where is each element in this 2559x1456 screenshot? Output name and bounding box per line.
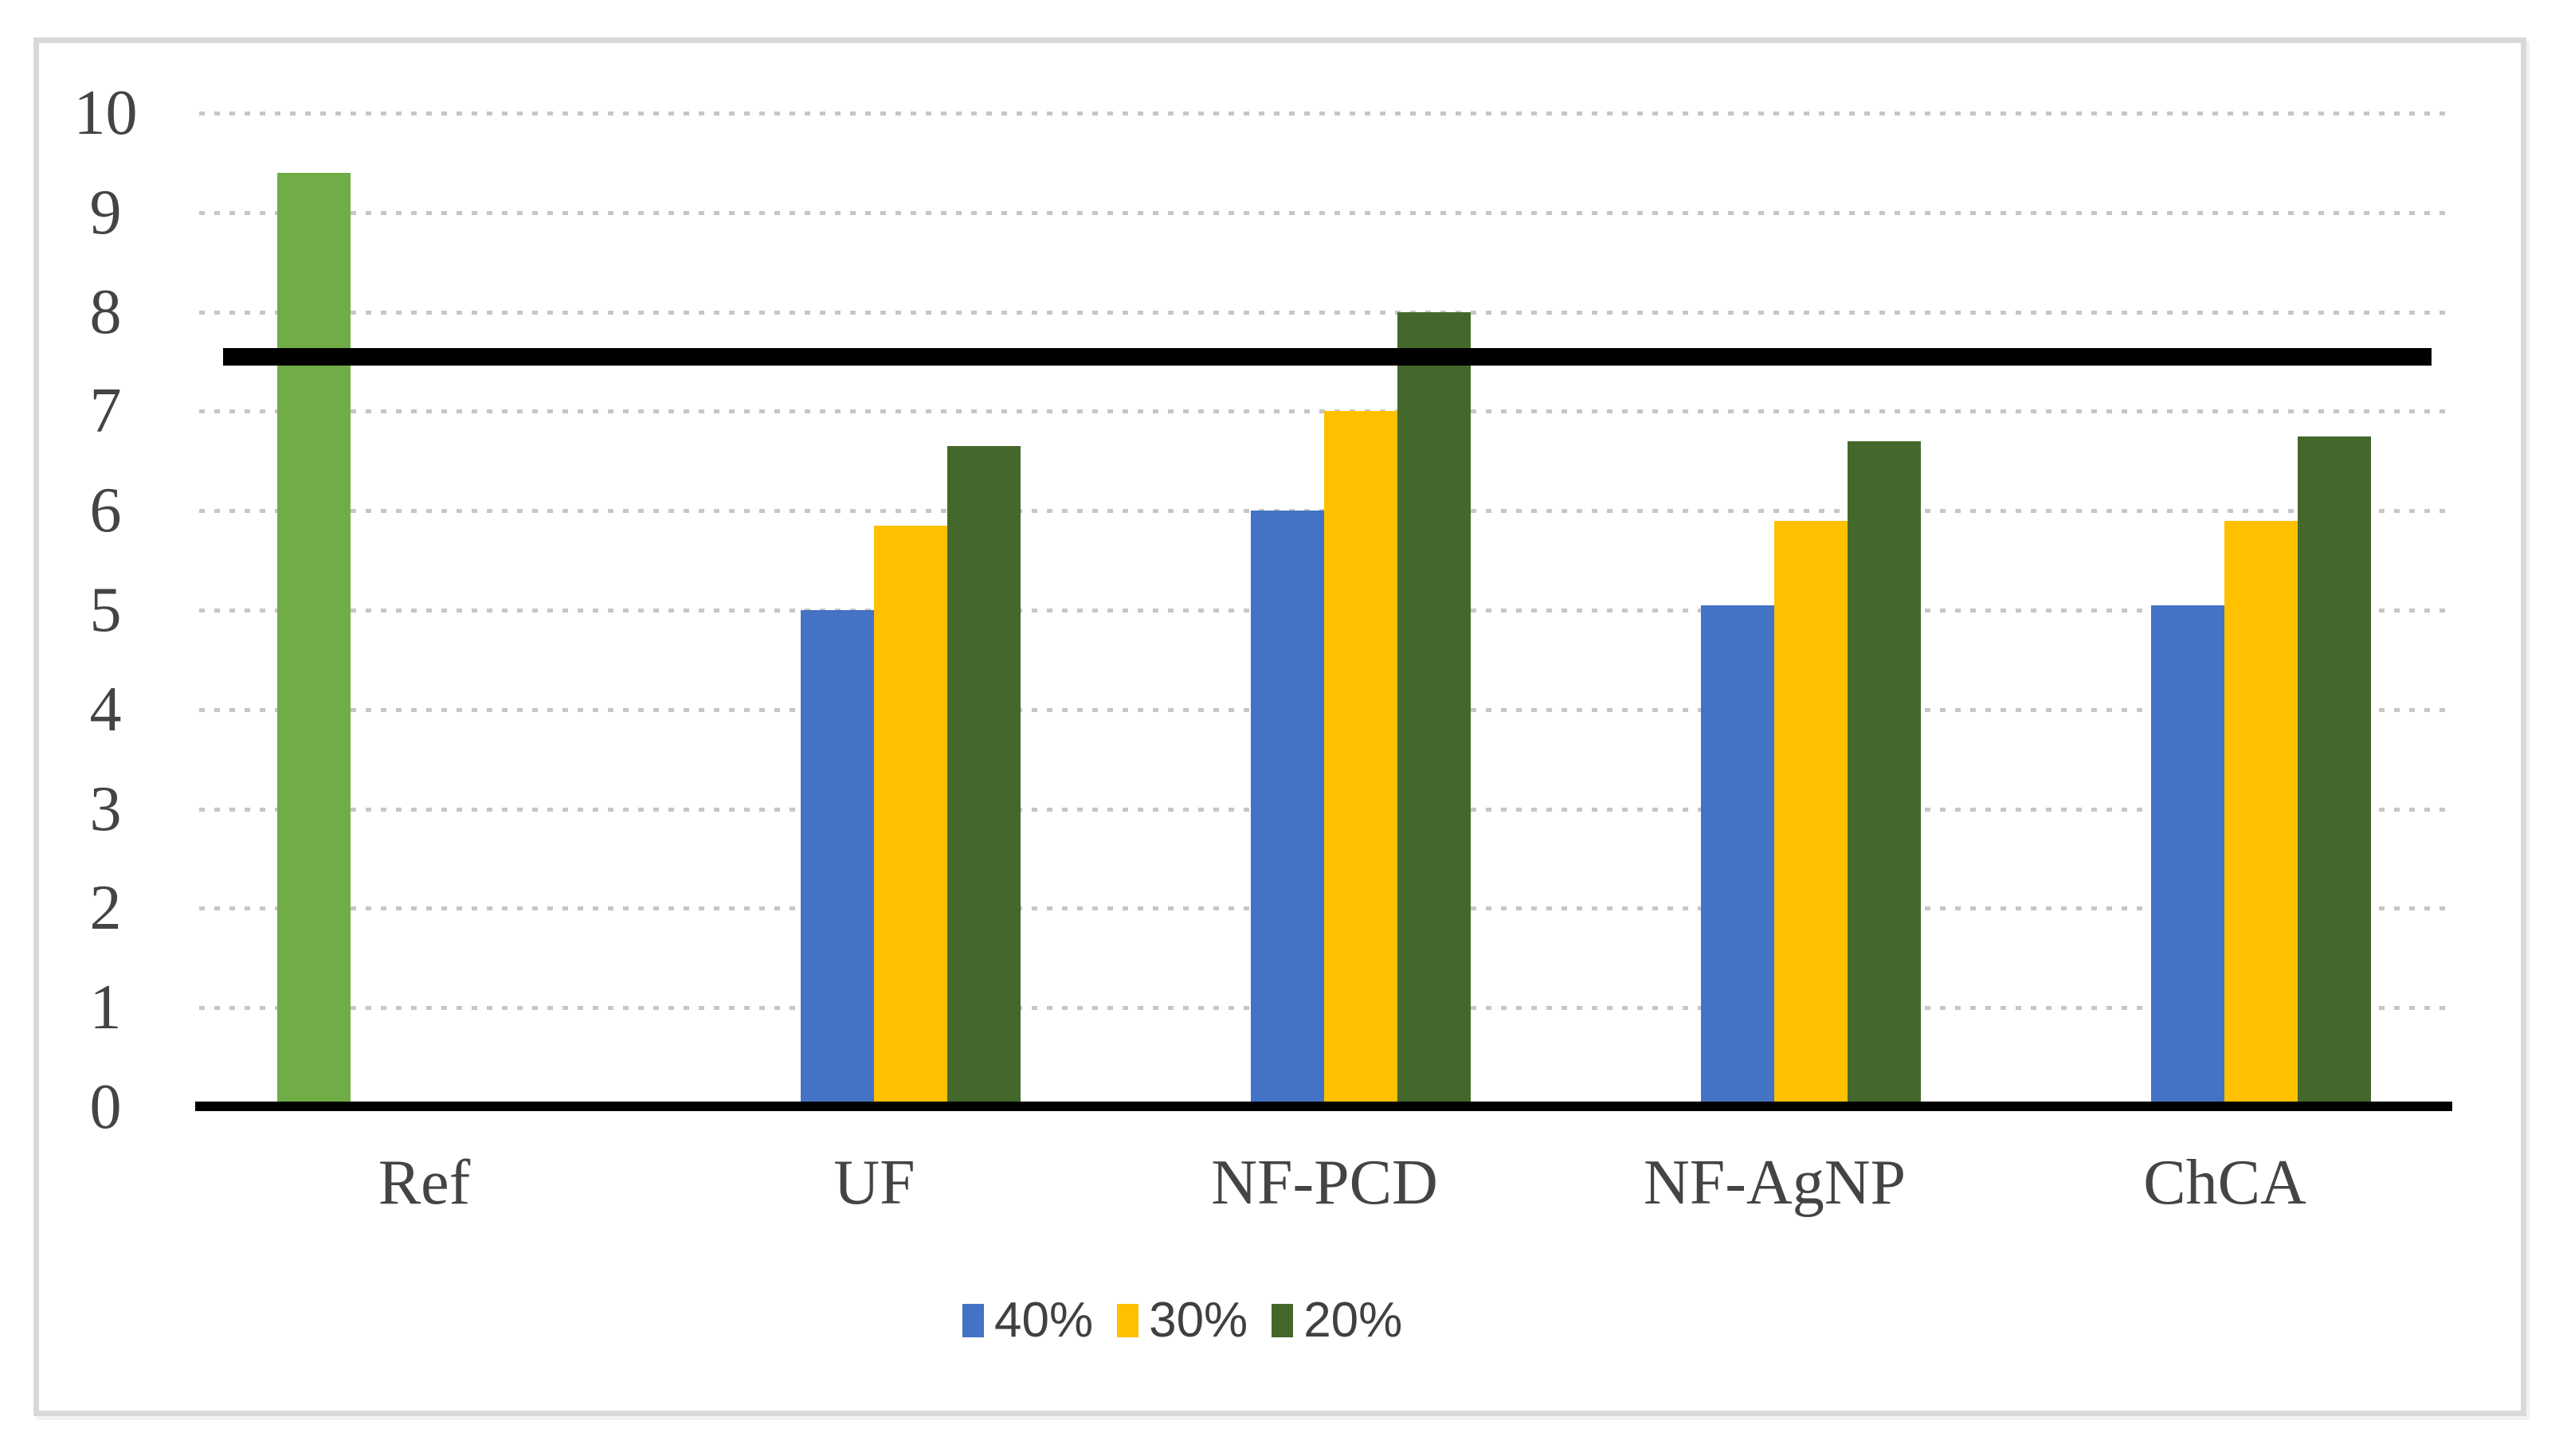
y-axis-tick-label-8: 8 [89, 276, 122, 347]
bar-NF-PCD-40% [1250, 511, 1324, 1107]
legend-swatch-20pct-icon [1272, 1303, 1294, 1337]
bar-NF-PCD-30% [1323, 411, 1397, 1107]
legend-swatch-40pct-icon [962, 1303, 984, 1337]
y-axis-tick-label-7: 7 [89, 376, 122, 447]
legend-item-30pct: 30% [1117, 1292, 1248, 1348]
bar-UF-40% [800, 610, 874, 1107]
reference-threshold-line [223, 347, 2432, 366]
bar-UF-20% [946, 446, 1021, 1107]
bar-NF-PCD-20% [1397, 311, 1471, 1107]
x-axis-label-NF-PCD: NF-PCD [1211, 1148, 1438, 1218]
bar-UF-30% [873, 525, 947, 1107]
legend-label-40pct: 40% [994, 1293, 1094, 1348]
legend-label-30pct: 30% [1149, 1293, 1248, 1348]
y-axis-tick-label-3: 3 [89, 773, 122, 844]
y-axis-tick-label-2: 2 [89, 873, 122, 944]
legend-swatch-30pct-icon [1117, 1303, 1139, 1337]
bar-ChCA-30% [2224, 520, 2298, 1107]
y-axis-tick-label-1: 1 [89, 973, 122, 1043]
legend: 40% 30% 20% [962, 1292, 1402, 1348]
x-axis-label-ChCA: ChCA [2143, 1148, 2306, 1218]
gridline-9 [199, 210, 2450, 215]
bar-Ref-Ref [276, 172, 351, 1107]
bar-NF-AgNP-40% [1700, 605, 1774, 1107]
y-axis-tick-label-10: 10 [73, 78, 138, 148]
gridline-8 [199, 310, 2450, 315]
bar-NF-AgNP-30% [1773, 520, 1848, 1107]
x-axis-line [195, 1102, 2452, 1111]
y-axis-tick-label-6: 6 [89, 476, 122, 546]
legend-item-20pct: 20% [1272, 1292, 1402, 1348]
bar-ChCA-40% [2150, 605, 2224, 1107]
gridline-10 [199, 112, 2450, 115]
legend-item-40pct: 40% [962, 1292, 1093, 1348]
y-axis-tick-label-9: 9 [89, 177, 122, 248]
bar-ChCA-20% [2297, 436, 2371, 1107]
y-axis-tick-label-5: 5 [89, 575, 122, 645]
legend-label-20pct: 20% [1303, 1293, 1403, 1348]
y-axis-tick-label-4: 4 [89, 674, 122, 745]
y-axis-tick-label-0: 0 [89, 1072, 122, 1142]
x-axis-label-NF-AgNP: NF-AgNP [1644, 1148, 1906, 1218]
x-axis-label-UF: UF [833, 1148, 915, 1218]
bar-NF-AgNP-20% [1847, 440, 1921, 1107]
x-axis-label-Ref: Ref [378, 1148, 471, 1218]
